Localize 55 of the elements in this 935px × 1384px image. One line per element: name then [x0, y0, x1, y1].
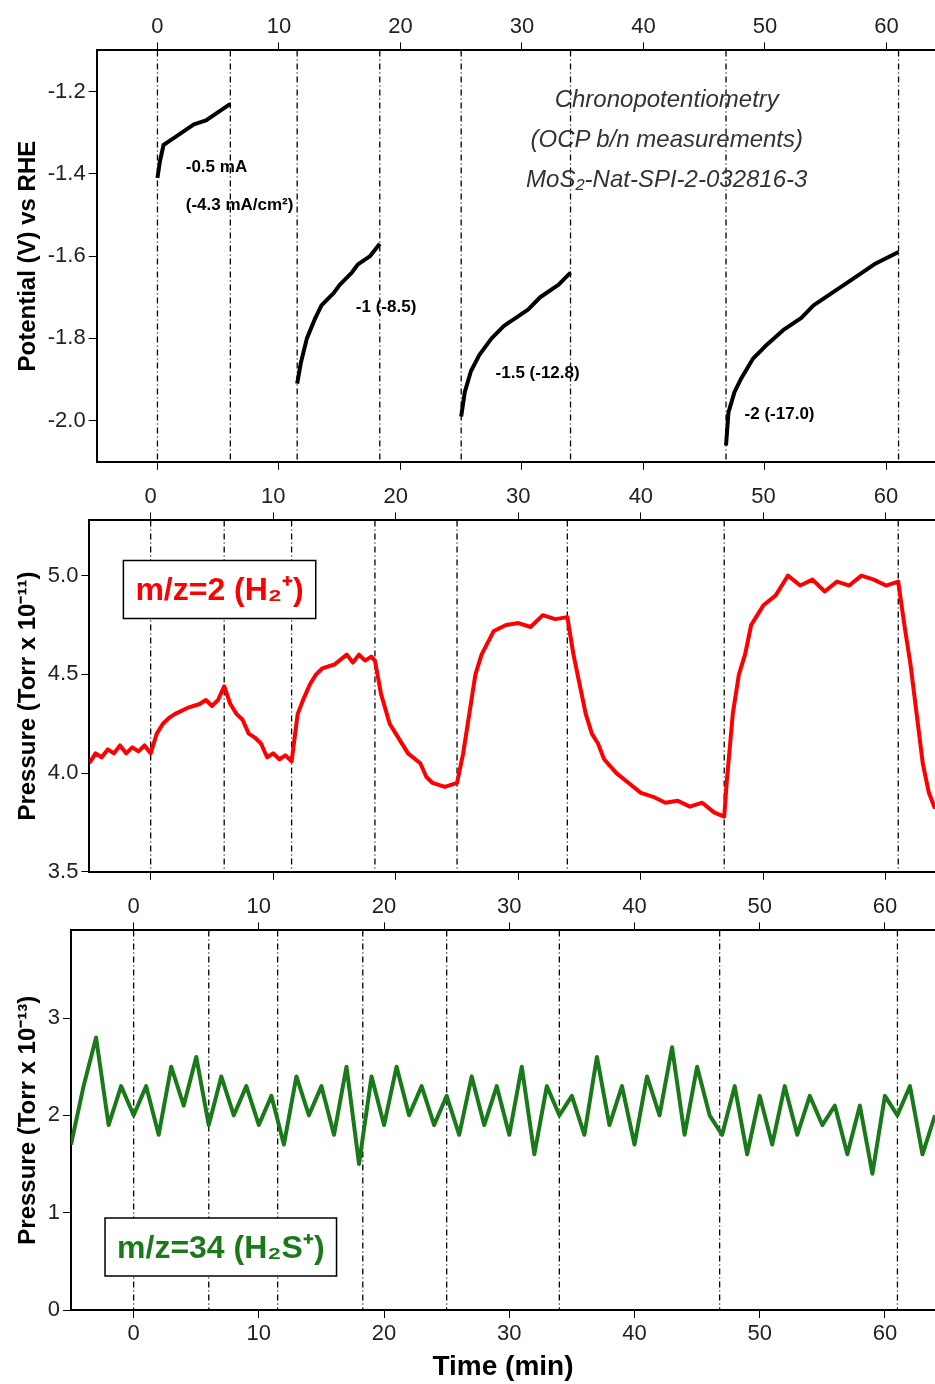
- x-tick-label: 0: [127, 1320, 140, 1346]
- y-tick-label: -2.0: [47, 406, 86, 432]
- annotation: -0.5 mA: [185, 157, 248, 177]
- x2-tick-label: 60: [873, 483, 899, 509]
- annotation: -2 (-17.0): [744, 404, 815, 424]
- y-tick-label: 1: [47, 1198, 61, 1224]
- y-tick-label: -1.8: [47, 324, 86, 350]
- y-tick-label: -1.2: [47, 77, 86, 103]
- annotation: -1 (-8.5): [355, 297, 417, 317]
- x2-tick-label: 40: [631, 13, 656, 39]
- x2-tick-label: 10: [246, 893, 272, 919]
- y-tick-label: 0: [47, 1296, 61, 1322]
- annotation: MoS₂-Nat-SPI-2-032816-3: [526, 165, 809, 193]
- y-axis-title: Potential (V) vs RHE: [13, 140, 41, 372]
- y-axis-title: Pressure (Torr x 10⁻¹³): [13, 995, 41, 1245]
- x2-tick-label: 50: [752, 13, 778, 39]
- x2-tick-label: 0: [127, 893, 140, 919]
- x-tick-label: 30: [497, 1320, 522, 1346]
- y-tick-label: -1.4: [47, 159, 86, 185]
- x2-tick-label: 30: [509, 13, 535, 39]
- x2-tick-label: 30: [506, 483, 531, 509]
- x-tick-label: 40: [622, 1320, 647, 1346]
- y-tick-label: 2: [47, 1101, 61, 1127]
- x2-tick-label: 40: [628, 483, 654, 509]
- x2-tick-label: 0: [151, 13, 164, 39]
- x2-tick-label: 20: [371, 893, 397, 919]
- y-axis-title: Pressure (Torr x 10⁻¹¹): [13, 571, 41, 821]
- x-tick-label: 20: [371, 1320, 397, 1346]
- x2-tick-label: 30: [497, 893, 522, 919]
- annotation: (OCP b/n measurements): [530, 125, 804, 153]
- x-axis-title: Time (min): [432, 1349, 574, 1381]
- y-tick-label: 4.0: [47, 759, 79, 785]
- x2-tick-label: 0: [144, 483, 157, 509]
- x2-tick-label: 10: [266, 13, 292, 39]
- x2-tick-label: 60: [874, 13, 899, 39]
- text: m/z=34 (H₂S⁺): [117, 1228, 325, 1265]
- series-label: m/z=2 (H₂⁺): [135, 571, 304, 608]
- x-tick-label: 50: [747, 1320, 772, 1346]
- x2-tick-label: 20: [383, 483, 409, 509]
- y-tick-label: 4.5: [47, 660, 79, 686]
- x2-tick-label: 20: [388, 13, 413, 39]
- x2-tick-label: 10: [260, 483, 286, 509]
- x-tick-label: 60: [872, 1320, 898, 1346]
- annotation: Chronopotentiometry: [554, 85, 781, 113]
- x2-tick-label: 50: [747, 893, 772, 919]
- y-tick-label: 3.5: [47, 857, 79, 883]
- annotation: (-4.3 mA/cm²): [185, 195, 294, 215]
- y-tick-label: 5.0: [47, 561, 79, 587]
- y-tick-label: -1.6: [47, 242, 86, 268]
- y-tick-label: 3: [47, 1004, 61, 1030]
- annotation: -1.5 (-12.8): [495, 363, 580, 383]
- x2-tick-label: 40: [622, 893, 647, 919]
- x2-tick-label: 50: [751, 483, 776, 509]
- x-tick-label: 10: [246, 1320, 272, 1346]
- x2-tick-label: 60: [872, 893, 898, 919]
